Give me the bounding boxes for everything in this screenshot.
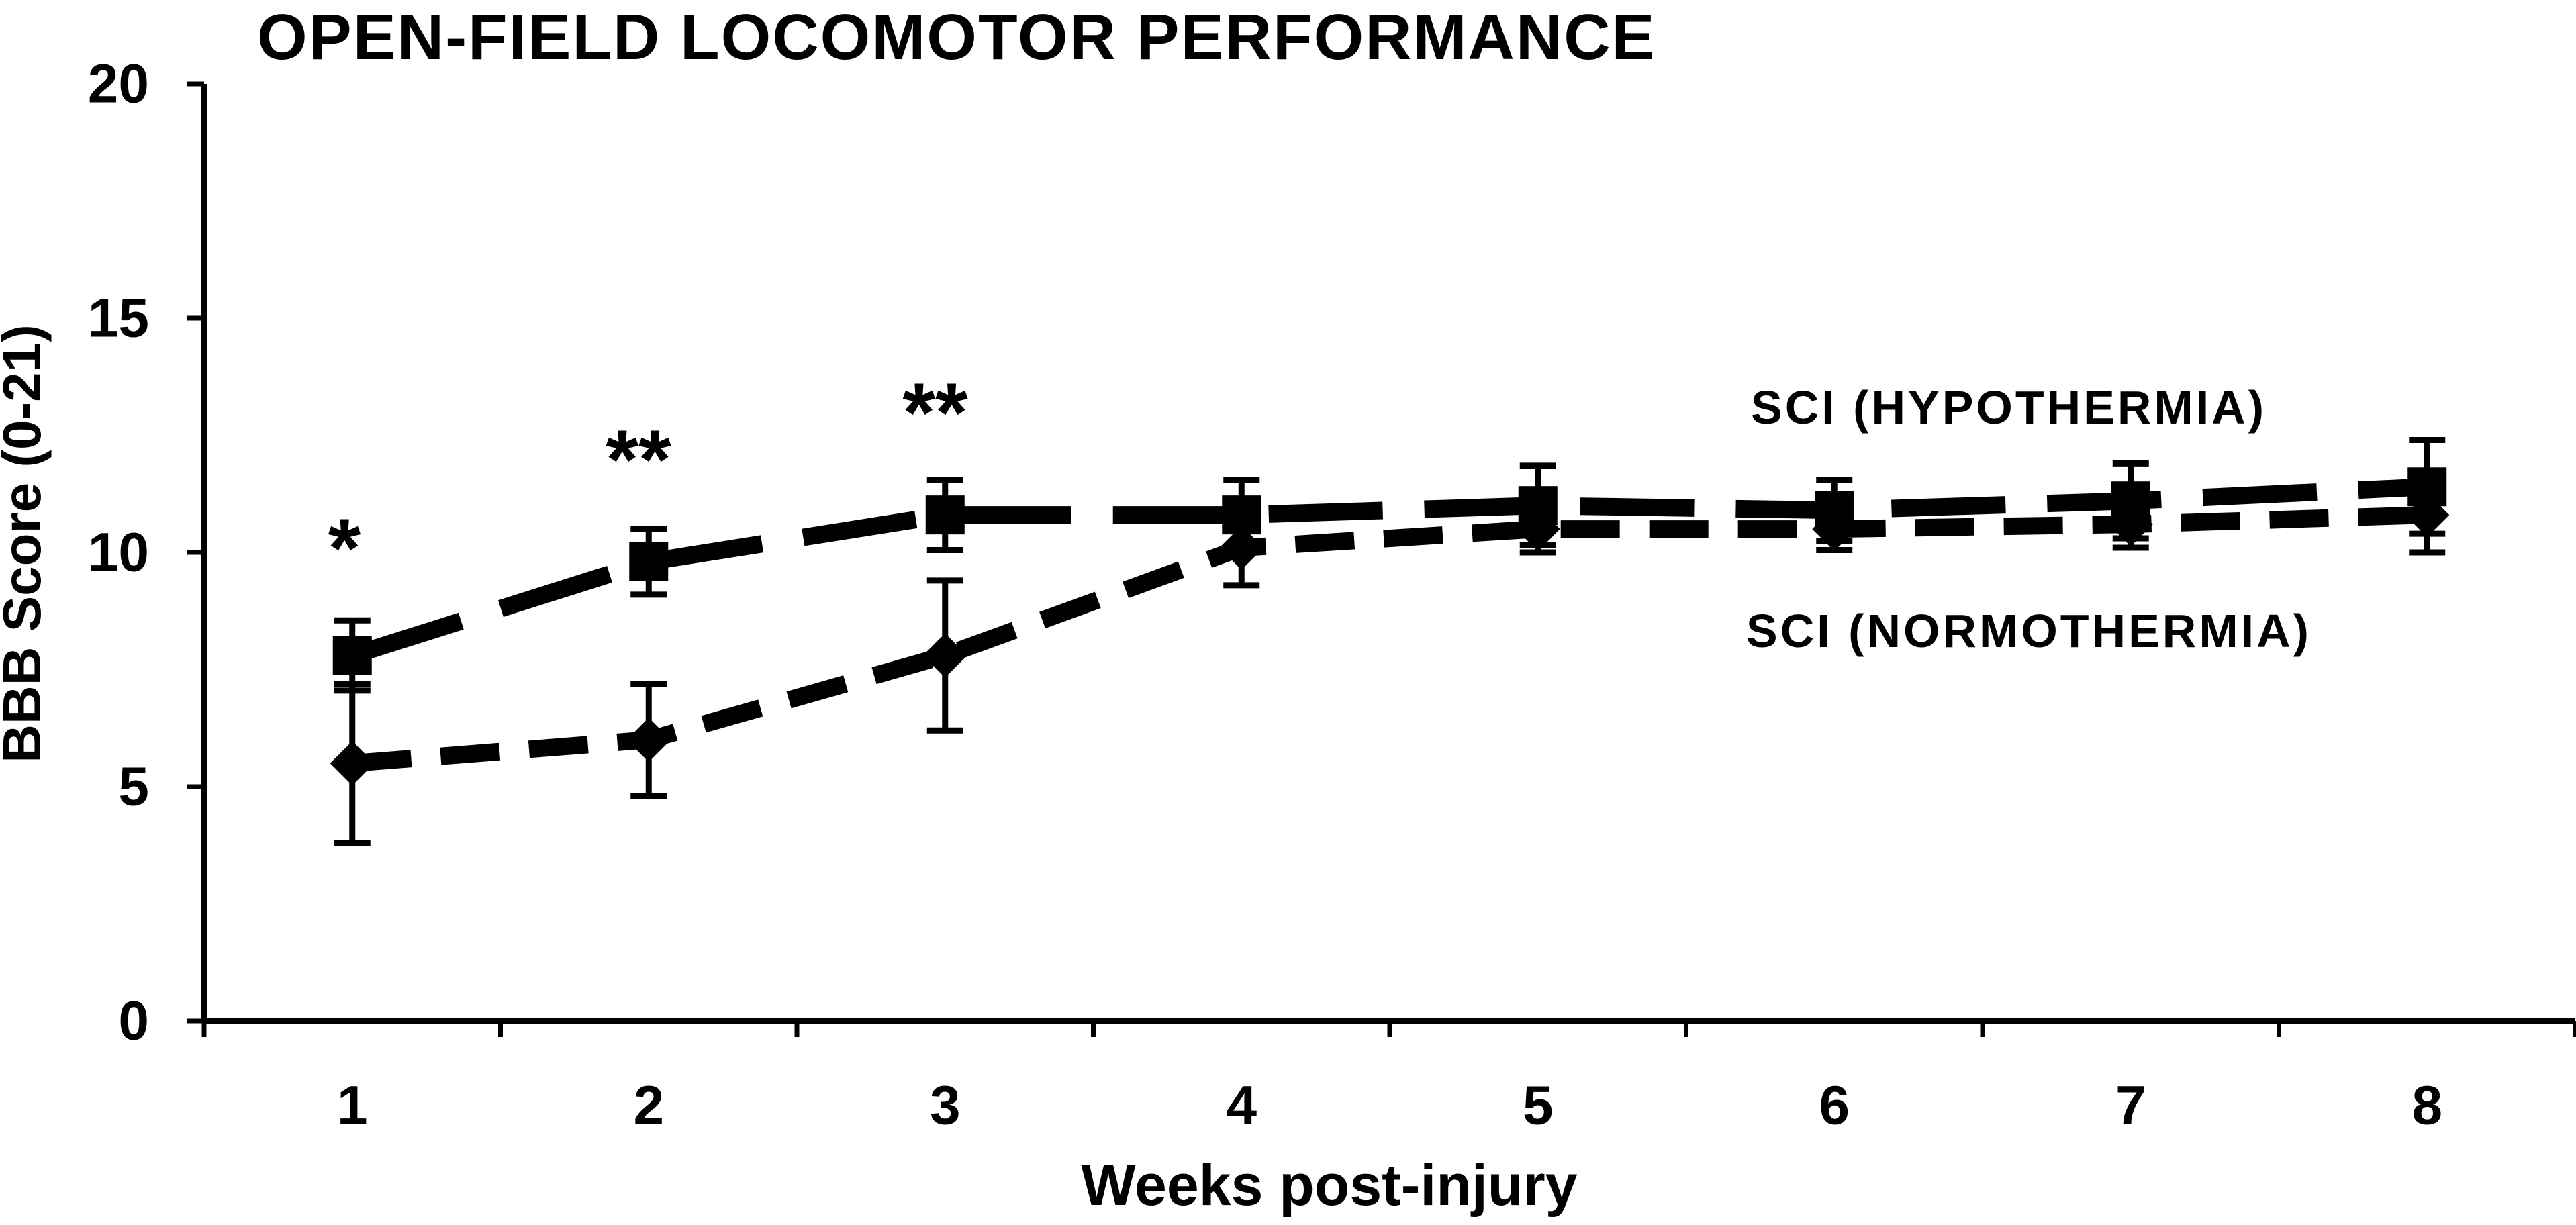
significance-marker-week3: ** — [902, 366, 968, 460]
marker-square — [629, 542, 669, 581]
marker-diamond — [1219, 526, 1264, 571]
marker-diamond — [2108, 502, 2153, 547]
marker-diamond — [922, 633, 967, 678]
significance-marker-week2: ** — [606, 413, 671, 507]
x-tick-label: 6 — [1819, 1075, 1850, 1136]
marker-square — [332, 636, 372, 675]
y-axis-title: BBB Score (0-21) — [0, 324, 52, 763]
x-tick-label: 3 — [930, 1075, 961, 1136]
series-line-normothermia — [351, 506, 2428, 773]
y-tick-label: 5 — [118, 756, 149, 818]
marker-diamond — [2405, 493, 2450, 538]
marker-square — [925, 495, 965, 535]
x-tick-label: 2 — [633, 1075, 664, 1136]
x-tick-label: 7 — [2115, 1075, 2146, 1136]
series-line-hypothermia — [349, 478, 2428, 664]
x-tick-label: 4 — [1226, 1075, 1257, 1136]
x-tick-label: 8 — [2412, 1075, 2442, 1136]
chart-title: OPEN-FIELD LOCOMOTOR PERFORMANCE — [257, 1, 1656, 73]
marker-diamond — [1812, 507, 1857, 552]
legend-label-sci-normothermia: SCI (NORMOTHERMIA) — [1746, 605, 2311, 657]
y-tick-label: 10 — [88, 522, 149, 583]
marker-diamond — [330, 741, 375, 786]
marker-diamond — [1515, 507, 1560, 552]
y-tick-label: 20 — [88, 54, 149, 115]
y-tick-label: 0 — [118, 991, 149, 1052]
x-tick-label: 5 — [1523, 1075, 1554, 1136]
x-tick-label: 1 — [337, 1075, 368, 1136]
y-tick-label: 15 — [88, 288, 149, 349]
legend-label-sci-hypothermia: SCI (HYPOTHERMIA) — [1751, 381, 2267, 434]
significance-marker-week1: * — [328, 502, 361, 595]
marker-diamond — [626, 718, 671, 763]
x-axis-title: Weeks post-injury — [1081, 1153, 1577, 1218]
